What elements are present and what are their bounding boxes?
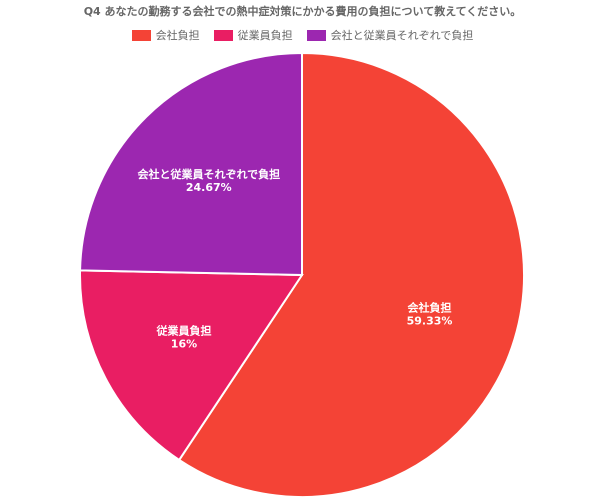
legend-swatch	[131, 29, 151, 41]
pie-slice-employee[interactable]	[79, 269, 304, 462]
chart-title: Q4 あなたの勤務する会社での熱中症対策にかかる費用の負担について教えてください…	[83, 5, 522, 18]
legend-swatch	[306, 29, 326, 41]
slice-value-label: 24.67%	[186, 181, 232, 194]
slice-category-label: 会社と従業員それぞれで負担	[137, 167, 280, 181]
legend-item-employee[interactable]: 従業員負担	[213, 27, 293, 43]
legend-label: 会社と従業員それぞれで負担	[330, 29, 474, 42]
legend: 会社負担 従業員負担 会社と従業員それぞれで負担	[0, 27, 605, 43]
pie-slice-company[interactable]	[177, 51, 525, 498]
slice-value-label: 16%	[171, 338, 197, 351]
legend-item-both[interactable]: 会社と従業員それぞれで負担	[306, 27, 474, 43]
pie-slice-both[interactable]	[79, 51, 303, 277]
slice-value-label: 59.33%	[407, 314, 453, 327]
legend-label: 従業員負担	[237, 29, 293, 42]
legend-item-company[interactable]: 会社負担	[131, 27, 200, 43]
slice-category-label: 従業員負担	[155, 324, 211, 338]
slice-category-label: 会社負担	[408, 300, 452, 314]
legend-swatch	[213, 29, 233, 41]
legend-label: 会社負担	[155, 29, 200, 42]
